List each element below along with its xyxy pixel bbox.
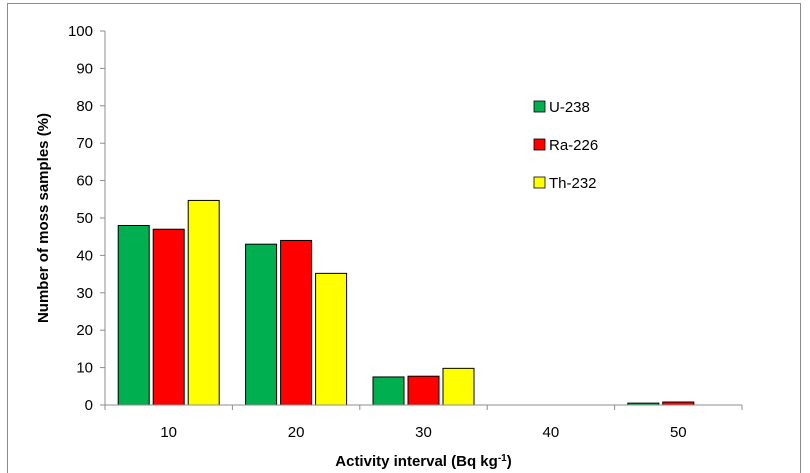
y-tick-label: 80 xyxy=(76,98,93,115)
bar-u-238-10 xyxy=(117,224,150,406)
y-tick-label: 50 xyxy=(76,210,93,227)
legend-swatch-u-238 xyxy=(533,100,546,113)
x-tick-label: 30 xyxy=(415,424,432,441)
x-axis-title-end: ) xyxy=(507,453,512,470)
x-tick-label: 20 xyxy=(288,424,305,441)
y-axis-title: Number of moss samples (%) xyxy=(35,113,52,323)
legend-swatch-ra-226 xyxy=(533,138,546,151)
y-tick-label: 20 xyxy=(76,322,93,339)
legend-label-ra-226: Ra-226 xyxy=(549,137,598,154)
y-tick-label: 60 xyxy=(76,173,93,190)
x-axis-ticks: 10 20 30 40 50 xyxy=(104,405,743,441)
legend: U-238 Ra-226 Th-232 xyxy=(533,99,598,192)
y-tick-label: 90 xyxy=(76,60,93,77)
y-tick-label: 40 xyxy=(76,247,93,264)
y-tick-label: 10 xyxy=(76,360,93,377)
y-tick-label: 0 xyxy=(85,397,93,414)
bar-th-232-30 xyxy=(442,367,475,406)
y-tick-label: 30 xyxy=(76,285,93,302)
bar-u-238-20 xyxy=(245,243,278,406)
legend-label-u-238: U-238 xyxy=(549,99,590,116)
x-axis-title: Activity interval (Bq kg-1) xyxy=(335,453,511,471)
x-tick-label: 40 xyxy=(543,424,560,441)
legend-swatch-th-232 xyxy=(533,176,546,189)
y-axis-ticks: 0 10 20 30 40 50 60 70 80 90 100 xyxy=(68,23,105,414)
bar-ra-226-10 xyxy=(152,228,185,406)
bar-ra-226-20 xyxy=(280,239,313,406)
bar-u-238-30 xyxy=(372,376,405,406)
bar-th-232-10 xyxy=(187,199,220,406)
chart-frame xyxy=(7,3,801,473)
y-tick-label: 70 xyxy=(76,135,93,152)
legend-label-th-232: Th-232 xyxy=(549,175,597,192)
bar-th-232-20 xyxy=(315,272,348,406)
bars xyxy=(117,199,695,406)
x-tick-label: 10 xyxy=(160,424,177,441)
x-axis-title-main: Activity interval (Bq kg xyxy=(335,453,498,470)
x-tick-label: 50 xyxy=(670,424,687,441)
y-tick-label: 100 xyxy=(68,23,93,40)
x-axis-title-sup: -1 xyxy=(498,453,507,464)
bar-ra-226-30 xyxy=(407,375,440,406)
